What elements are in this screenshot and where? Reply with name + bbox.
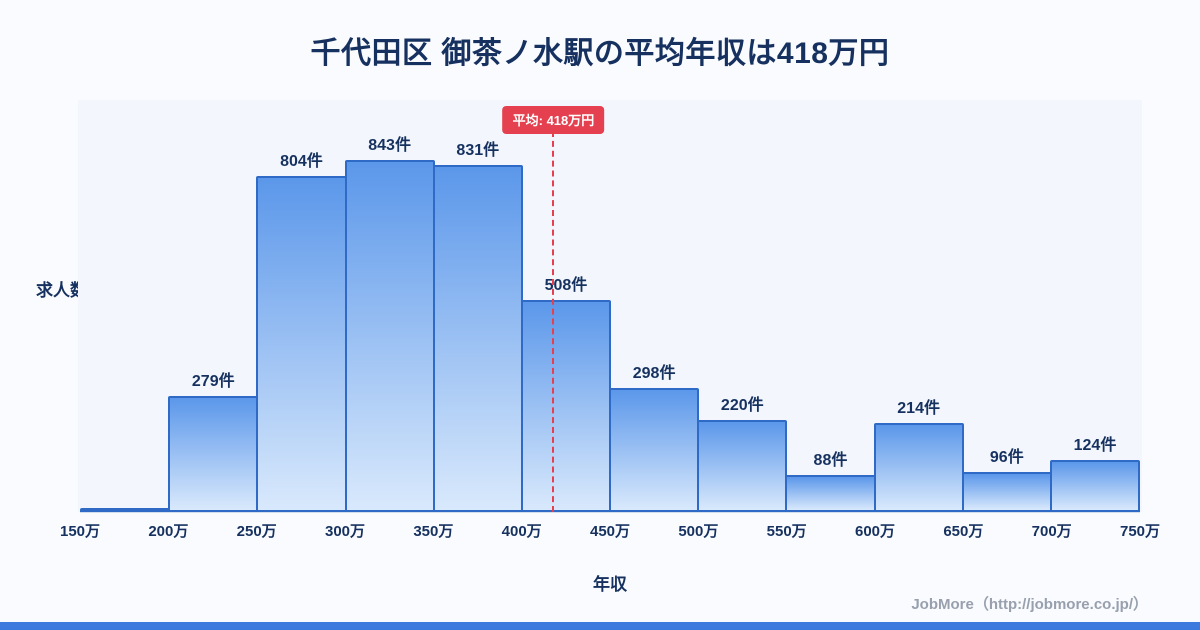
bar-value-label: 96件 [989, 449, 1024, 466]
chart-title: 千代田区 御茶ノ水駅の平均年収は418万円 [310, 37, 890, 70]
bar [785, 475, 876, 512]
bar [168, 396, 259, 512]
x-tick-label: 400万 [501, 523, 542, 540]
average-line [552, 131, 555, 512]
bar-value-label: 124件 [1073, 437, 1117, 454]
x-tick-label: 150万 [59, 523, 101, 540]
x-tick-label: 250万 [236, 523, 277, 540]
histogram-bin: 831件 [432, 142, 523, 512]
histogram-bin: 220件 [697, 160, 788, 512]
histogram-bin: 88件 [785, 160, 876, 512]
bar [256, 176, 347, 512]
x-tick-label: 350万 [413, 523, 454, 540]
bar [697, 420, 788, 512]
histogram-bin: 96件 [961, 160, 1052, 512]
x-tick-label: 600万 [854, 523, 896, 540]
bar-value-label: 298件 [632, 365, 676, 382]
histogram-bin: 843件 [344, 137, 435, 512]
x-axis-ticks: 150万 200万 250万 300万 350万 400万 450万 500万 550万 600万… [60, 520, 1160, 542]
x-tick-label: 450万 [589, 523, 631, 540]
histogram-bin: 508件 [520, 160, 612, 512]
bar-value-label: 843件 [368, 137, 411, 154]
y-axis-label: 求人数 [36, 281, 87, 300]
bar-value-label: 508件 [544, 277, 588, 294]
histogram-bin: 214件 [873, 160, 964, 512]
x-axis-label: 年収 [593, 575, 627, 594]
bar [609, 388, 700, 512]
x-tick-label: 700万 [1031, 523, 1072, 540]
bar-value-label: 88件 [813, 452, 848, 469]
bar [961, 472, 1052, 512]
footer-credit: JobMore（http://jobmore.co.jp/） [911, 596, 1148, 613]
average-badge: 平均: 418万円 [502, 106, 605, 134]
x-tick-label: 650万 [943, 523, 984, 540]
x-tick-label: 550万 [766, 523, 807, 540]
bar-value-label: 214件 [897, 400, 940, 417]
bar-value-label: 279件 [191, 373, 235, 390]
histogram-bin [80, 160, 171, 512]
bar-value-label: 804件 [280, 153, 323, 170]
bar-value-label: 220件 [720, 397, 764, 414]
histogram-bin: 124件 [1049, 160, 1141, 512]
histogram-bin: 298件 [609, 160, 700, 512]
bar [432, 165, 523, 512]
x-tick-label: 200万 [148, 523, 189, 540]
bar [520, 300, 612, 512]
histogram-bars: 279件 804件 843件 831件 508件 298件 220件 88件 214件 96件 12… [80, 137, 1141, 512]
bar [344, 160, 435, 512]
x-tick-label: 500万 [678, 523, 719, 540]
histogram-bin: 804件 [256, 153, 347, 512]
bottom-accent-bar [0, 622, 1200, 630]
chart-area: 平均: 418万円 279件 804件 843件 831件 508件 298件 220件 88… [80, 106, 1141, 513]
bar-value-label: 831件 [456, 142, 500, 159]
bar [873, 423, 964, 512]
x-axis-line [80, 512, 1140, 513]
histogram-bin: 279件 [168, 160, 259, 512]
x-tick-label: 300万 [324, 523, 366, 540]
x-tick-label: 750万 [1119, 523, 1161, 540]
bar [1049, 460, 1141, 512]
